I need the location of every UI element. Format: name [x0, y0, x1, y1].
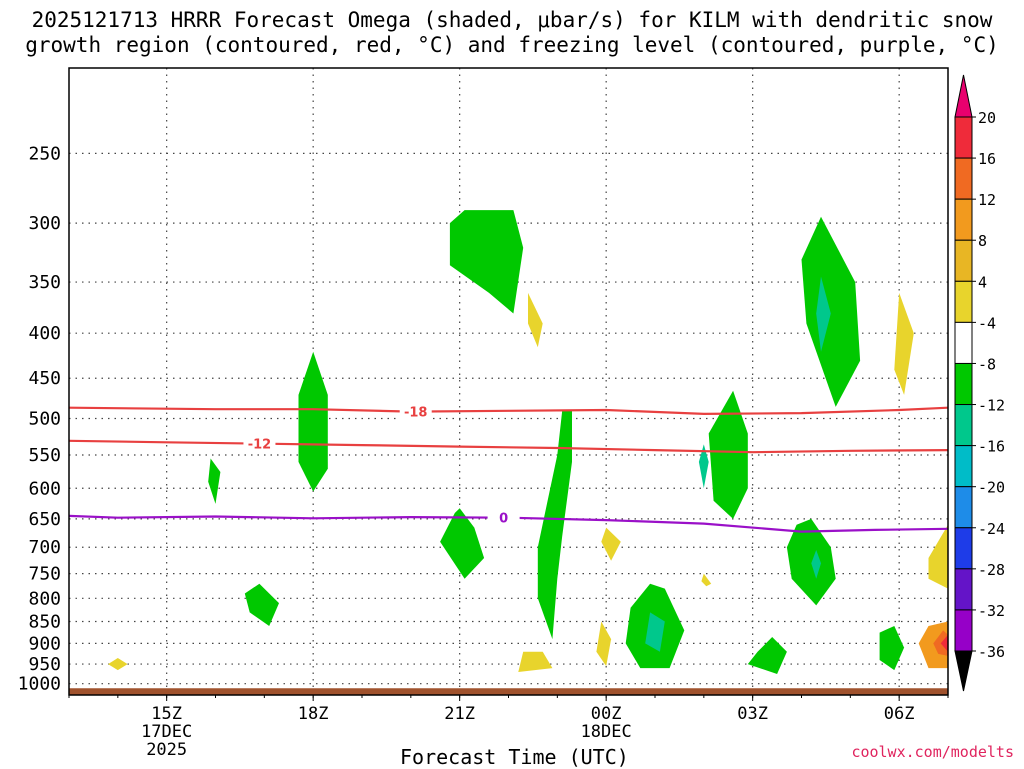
- y-tick-label: 750: [28, 564, 61, 585]
- x-axis-label: Forecast Time (UTC): [400, 745, 629, 769]
- y-tick-label: 350: [28, 272, 61, 293]
- colorbar-label: -24: [978, 520, 1005, 538]
- colorbar-label: -16: [978, 438, 1005, 456]
- colorbar-label: -20: [978, 479, 1005, 497]
- contour-label-bg: [399, 403, 432, 420]
- omega-region: [879, 626, 905, 671]
- y-tick-label: 250: [28, 143, 61, 164]
- credit-link[interactable]: coolwx.com/modelts: [851, 743, 1014, 761]
- contour-line: [68, 439, 949, 454]
- omega-region: [816, 276, 831, 352]
- colorbar-label: -28: [978, 561, 1005, 579]
- colorbar-label: -8: [978, 355, 996, 373]
- y-tick-label: 400: [28, 323, 61, 344]
- y-tick-label: 800: [28, 588, 61, 609]
- colorbar-box: [954, 198, 973, 241]
- colorbar-label: 4: [978, 273, 987, 291]
- y-tick-label: 650: [28, 509, 61, 530]
- omega-region: [596, 621, 612, 667]
- colorbar-box: [954, 404, 973, 447]
- y-tick-label: 550: [28, 445, 61, 466]
- contour-label: 0: [499, 512, 508, 527]
- contour-label-bg: [487, 509, 520, 526]
- colorbar-label: -4: [978, 314, 996, 332]
- colorbar-box: [954, 362, 973, 406]
- contour-label: -18: [404, 406, 428, 421]
- x-tick-label: 03Z: [737, 704, 768, 724]
- colorbar-box: [954, 609, 973, 652]
- colorbar-top-arrow: [954, 74, 973, 118]
- omega-region: [601, 527, 621, 561]
- omega-region: [811, 550, 821, 579]
- omega-region: [698, 444, 709, 489]
- omega-region: [108, 658, 128, 671]
- x-tick-date: 17DEC: [141, 722, 192, 742]
- colorbar-box: [954, 321, 973, 364]
- omega-region: [518, 651, 553, 672]
- colorbar-box: [954, 239, 973, 282]
- colorbar-box: [954, 116, 973, 159]
- colorbar-label: 16: [978, 150, 996, 168]
- x-tick-label: 06Z: [884, 704, 915, 724]
- y-tick-label: 500: [28, 409, 61, 430]
- colorbar-box: [954, 445, 973, 488]
- y-tick-label: 900: [28, 633, 61, 654]
- omega-region: [918, 621, 948, 669]
- x-tick-year: 2025: [146, 740, 187, 760]
- omega-region: [298, 351, 328, 492]
- colorbar-label: 12: [978, 191, 996, 209]
- colorbar-box: [954, 527, 973, 570]
- omega-region: [928, 524, 948, 589]
- colorbar-label: 20: [978, 109, 996, 127]
- omega-region: [208, 458, 221, 504]
- omega-region: [747, 637, 787, 674]
- contour-label: -12: [248, 438, 272, 453]
- x-tick-label: 00Z: [591, 704, 622, 724]
- x-tick-label: 15Z: [151, 704, 182, 724]
- omega-region: [449, 210, 524, 314]
- y-tick-label: 600: [28, 478, 61, 499]
- omega-region: [801, 216, 861, 407]
- y-tick-label: 450: [28, 368, 61, 389]
- colorbar-label: -12: [978, 397, 1005, 415]
- chart-title: 2025121713 HRRR Forecast Omega (shaded, …: [31, 8, 993, 32]
- omega-region: [528, 292, 543, 348]
- omega-region: [894, 292, 914, 395]
- omega-region: [940, 634, 948, 652]
- y-tick-label: 700: [28, 537, 61, 558]
- contour-line: [68, 406, 949, 416]
- colorbar-box: [954, 157, 973, 200]
- contour-label-bg: [243, 435, 276, 452]
- omega-region: [933, 630, 948, 656]
- x-tick-label: 18Z: [298, 704, 329, 724]
- colorbar-box: [954, 280, 973, 323]
- colorbar-bottom-arrow: [954, 650, 973, 692]
- omega-region: [537, 410, 572, 640]
- chart-subtitle: growth region (contoured, red, °C) and f…: [25, 33, 999, 57]
- y-tick-label: 950: [28, 654, 61, 675]
- ground-band: [69, 688, 948, 695]
- y-tick-label: 1000: [18, 674, 61, 695]
- omega-region: [244, 583, 279, 626]
- omega-region: [708, 390, 748, 519]
- colorbar-box: [954, 486, 973, 529]
- omega-region: [786, 518, 836, 606]
- omega-region: [701, 573, 712, 587]
- colorbar-label: -32: [978, 602, 1005, 620]
- colorbar-label: -36: [978, 643, 1005, 661]
- y-tick-label: 850: [28, 612, 61, 633]
- x-tick-label: 21Z: [444, 704, 475, 724]
- colorbar-label: 8: [978, 232, 987, 250]
- omega-region: [440, 508, 485, 579]
- y-tick-label: 300: [28, 213, 61, 234]
- x-tick-date: 18DEC: [581, 722, 632, 742]
- omega-region: [645, 612, 665, 652]
- colorbar-box: [954, 568, 973, 611]
- plot-frame: [68, 67, 949, 696]
